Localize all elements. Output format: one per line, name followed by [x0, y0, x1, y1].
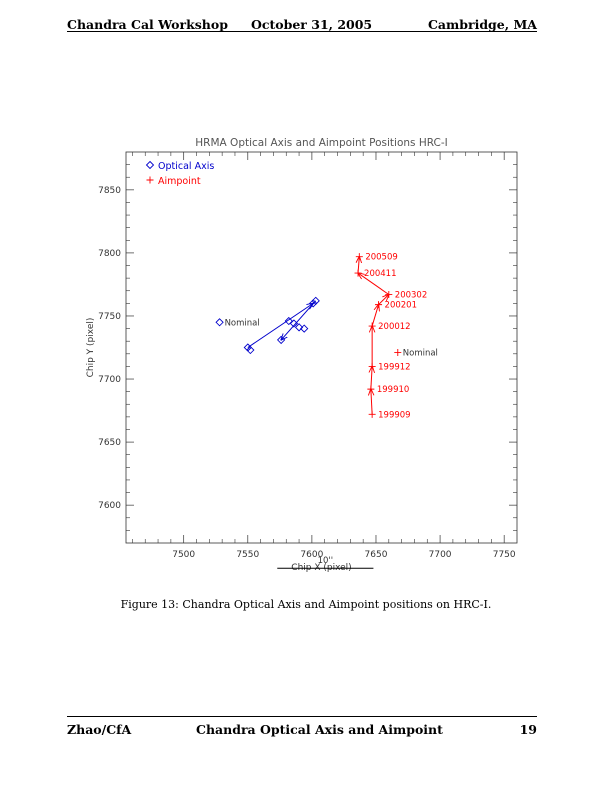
page-number: 19: [519, 722, 537, 737]
optical-axis-marker: [276, 335, 286, 345]
aimpoint-marker: [368, 322, 376, 330]
header-date: October 31, 2005: [251, 17, 373, 32]
y-axis-label: Chip Y (pixel): [86, 318, 96, 378]
x-tick-label: 7500: [172, 550, 195, 560]
plot-frame: [125, 151, 518, 544]
figure-caption: Figure 13: Chandra Optical Axis and Aimp…: [120, 598, 492, 611]
aimpoint-marker: [355, 253, 363, 261]
aimpoint-marker: [354, 269, 362, 277]
scale-bar-label: 10'': [318, 556, 334, 566]
optical-axis-marker: [246, 345, 255, 355]
optical-axis-marker: [289, 319, 299, 328]
aimpoint-date-label: 200201: [385, 301, 417, 311]
legend-aimpoint-icon: [146, 176, 154, 184]
aimpoint-segment: [358, 273, 390, 295]
y-tick-label: 7600: [98, 501, 121, 511]
aimpoint-date-label: 199910: [377, 385, 409, 395]
y-tick-label: 7700: [98, 375, 121, 385]
aimpoint-date-label: 200302: [395, 291, 427, 301]
x-tick-label: 7600: [300, 550, 323, 560]
footer-rule: [67, 716, 537, 717]
aimpoint-marker: [367, 385, 375, 393]
y-tick-label: 7850: [98, 186, 121, 196]
aimpoint-segment: [378, 295, 389, 305]
y-tick-label: 7800: [98, 249, 121, 259]
aimpoint-segment: [371, 389, 372, 415]
optical-axis-nominal-marker: [215, 318, 224, 327]
footer-left: Zhao/CfA: [67, 722, 132, 737]
optical-axis-marker: [300, 324, 309, 333]
header-right: Cambridge, MA: [427, 17, 537, 32]
x-tick-label: 7650: [365, 550, 388, 560]
optical-axis-marker: [294, 323, 304, 332]
aimpoint-marker: [368, 362, 376, 370]
x-tick-label: 7550: [236, 550, 259, 560]
optical-axis-marker: [309, 299, 318, 308]
legend-aimpoint-label: Aimpoint: [158, 176, 201, 187]
header-left: Chandra Cal Workshop: [67, 17, 228, 32]
x-tick-label: 7700: [429, 550, 452, 560]
optical-axis-arrow: [247, 303, 313, 348]
aimpoint-segment: [371, 366, 372, 390]
x-tick-label: 7750: [493, 550, 516, 560]
legend-optical-axis-icon: [145, 160, 155, 170]
optical-axis-nominal-label: Nominal: [225, 318, 260, 328]
aimpoint-segment: [371, 305, 378, 327]
aimpoint-date-label: 200509: [365, 253, 397, 263]
aimpoint-marker: [375, 301, 383, 309]
aimpoint-marker: [368, 410, 376, 418]
chart-title: HRMA Optical Axis and Aimpoint Positions…: [195, 137, 447, 149]
optical-axis-marker: [284, 316, 293, 326]
aimpoint-marker: [385, 291, 393, 299]
y-tick-label: 7750: [98, 312, 121, 322]
aimpoint-date-label: 200411: [364, 269, 396, 279]
aimpoint-nominal-marker: [394, 349, 402, 357]
aimpoint-date-label: 199909: [378, 410, 410, 420]
optical-axis-marker: [311, 296, 320, 305]
legend-optical-axis-label: Optical Axis: [158, 161, 214, 172]
aimpoint-date-label: 200012: [378, 322, 410, 332]
footer-title: Chandra Optical Axis and Aimpoint: [196, 722, 443, 737]
optical-axis-arrow: [281, 300, 317, 340]
aimpoint-date-label: 199912: [378, 362, 410, 372]
y-tick-label: 7650: [98, 438, 121, 448]
header-rule: [67, 31, 537, 32]
aimpoint-nominal-label: Nominal: [403, 349, 438, 359]
